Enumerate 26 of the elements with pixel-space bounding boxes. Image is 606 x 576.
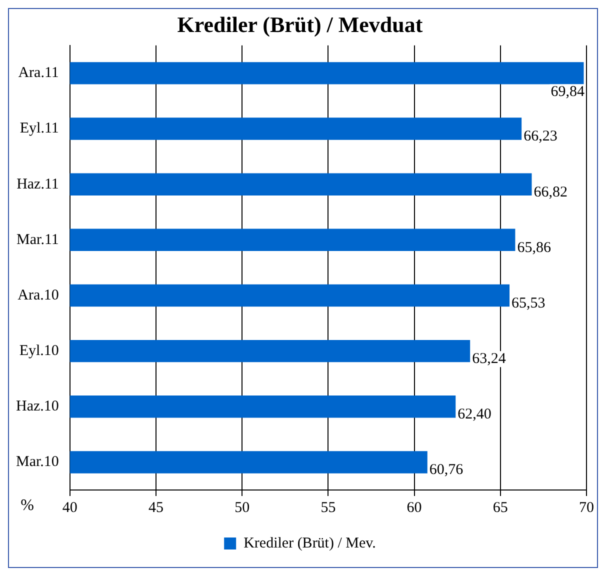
chart-title: Krediler (Brüt) / Mevduat	[177, 12, 424, 37]
y-tick-label: Haz.11	[16, 176, 59, 192]
x-tick-label: 70	[579, 500, 594, 516]
x-tick-label: 60	[406, 500, 422, 516]
data-label: 65,53	[512, 295, 546, 312]
y-tick-label: Mar.10	[16, 454, 59, 470]
data-label: 66,82	[534, 184, 568, 200]
y-tick-label: Eyl.11	[20, 120, 59, 137]
y-tick-label: Ara.10	[18, 287, 59, 304]
data-label: 66,23	[524, 128, 558, 145]
data-label: 65,86	[517, 240, 552, 256]
x-tick-label: 40	[62, 500, 78, 516]
y-tick-label: Haz.10	[16, 398, 59, 415]
y-tick-label: Eyl.10	[19, 343, 59, 359]
data-label: 60,76	[429, 462, 464, 478]
x-tick-label: 50	[234, 500, 250, 516]
legend-label: Krediler (Brüt) / Mev.	[244, 535, 376, 552]
y-tick-label: Ara.11	[18, 65, 59, 82]
x-tick-label: 45	[148, 500, 164, 516]
data-label: 63,24	[472, 351, 506, 367]
x-axis-title: %	[20, 497, 34, 514]
data-label: 62,40	[458, 406, 492, 423]
y-tick-label: Mar.11	[16, 232, 59, 248]
x-tick-label: 55	[320, 500, 336, 516]
data-label: 69,84	[550, 84, 585, 100]
x-tick-label: 65	[492, 500, 508, 516]
